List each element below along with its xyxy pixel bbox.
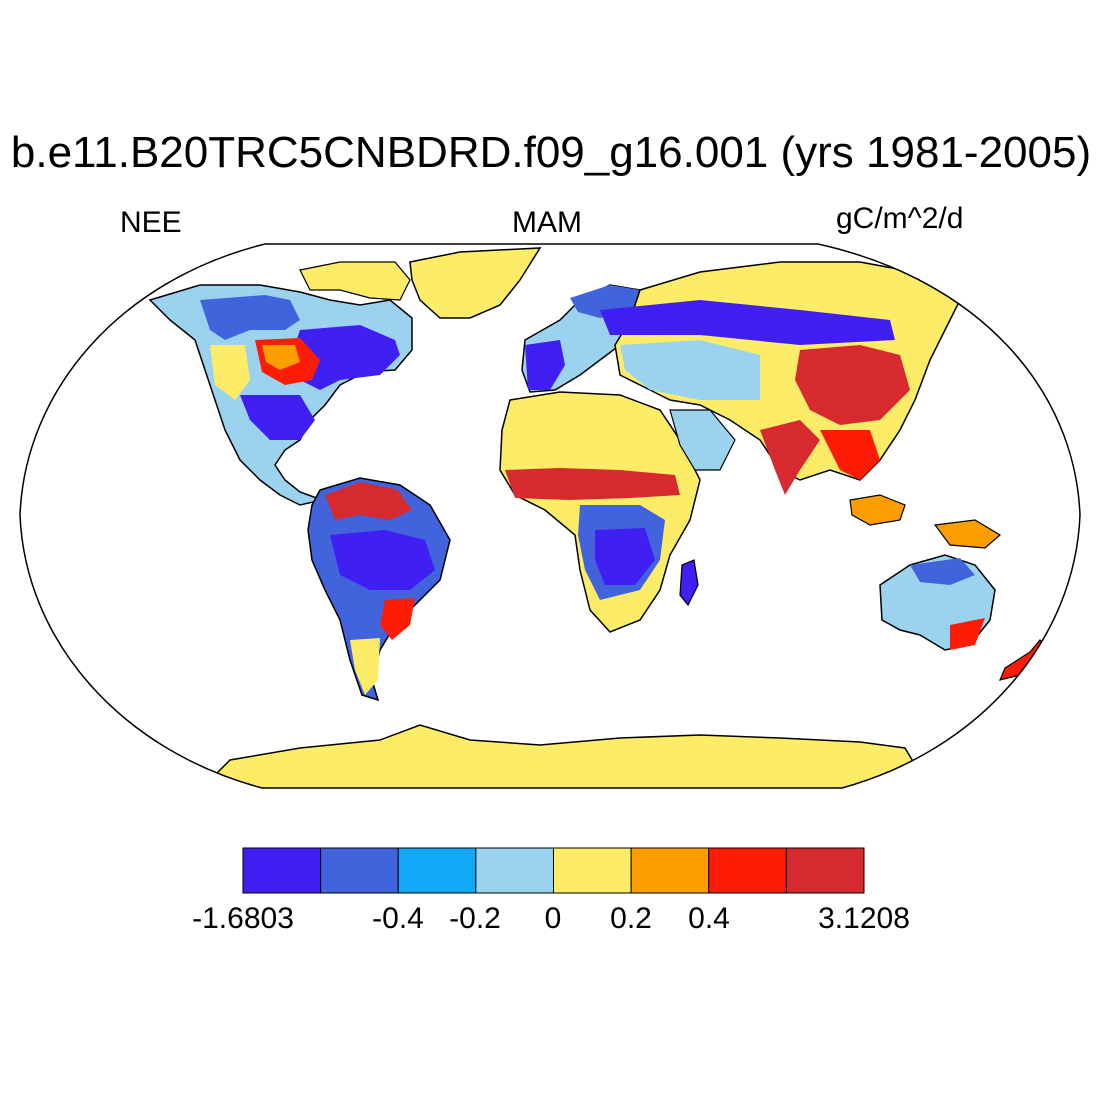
land-arabia: [669, 409, 736, 471]
land-greenland: [409, 247, 542, 319]
colorbar-tick-label: -0.2: [449, 902, 501, 935]
season-label: MAM: [512, 206, 582, 239]
map-title: b.e11.B20TRC5CNBDRD.f09_g16.001 (yrs 198…: [10, 128, 1092, 177]
region-china: [795, 345, 910, 425]
colorbar-tick-label: -1.6803: [192, 902, 294, 935]
region-australia-southeast: [950, 618, 985, 650]
region-sa-southeast: [380, 598, 415, 640]
region-australia-north: [910, 558, 975, 585]
region-sa-amazon: [330, 530, 435, 590]
region-na-east: [290, 325, 400, 390]
variable-label: NEE: [120, 206, 182, 239]
globe-outline: [19, 243, 1081, 789]
land-antarctica: [198, 724, 932, 788]
land-indonesia: [849, 494, 906, 526]
colorbar-tick-label: 0.4: [688, 902, 730, 935]
colorbar: [242, 847, 865, 894]
region-na-southeast: [240, 395, 315, 440]
land-arctic-islands: [299, 261, 411, 301]
region-na-west: [210, 345, 250, 400]
colorbar-tick-label: 3.1208: [818, 902, 910, 935]
region-europe-west: [525, 340, 565, 390]
region-africa-congo: [595, 528, 655, 585]
colorbar-tick-label: 0.2: [610, 902, 652, 935]
land-new-guinea: [933, 519, 1002, 549]
colorbar-swatch: [785, 847, 865, 894]
units-label: gC/m^2/d: [836, 202, 964, 235]
colorbar-swatch: [630, 847, 710, 894]
region-na-plains-core: [262, 345, 300, 370]
region-sahel: [505, 468, 680, 500]
land-areas: [148, 247, 1049, 788]
region-central-asia: [620, 340, 760, 400]
colorbar-swatch: [475, 847, 554, 894]
region-india: [760, 420, 820, 495]
region-siberia-band: [600, 300, 895, 345]
colorbar-tick-label: 0: [544, 902, 562, 935]
land-new-zealand: [998, 639, 1049, 681]
region-na-boreal: [200, 295, 300, 340]
colorbar-swatch: [708, 847, 787, 894]
region-sa-north: [325, 482, 412, 520]
colorbar-swatch: [397, 847, 477, 894]
region-sa-south: [350, 638, 380, 695]
colorbar-swatch: [553, 847, 632, 894]
region-southeast-asia: [820, 430, 880, 480]
colorbar-swatch: [242, 847, 322, 894]
colorbar-swatch: [320, 847, 399, 894]
land-madagascar: [679, 559, 699, 607]
colorbar-tick-label: -0.4: [372, 902, 424, 935]
